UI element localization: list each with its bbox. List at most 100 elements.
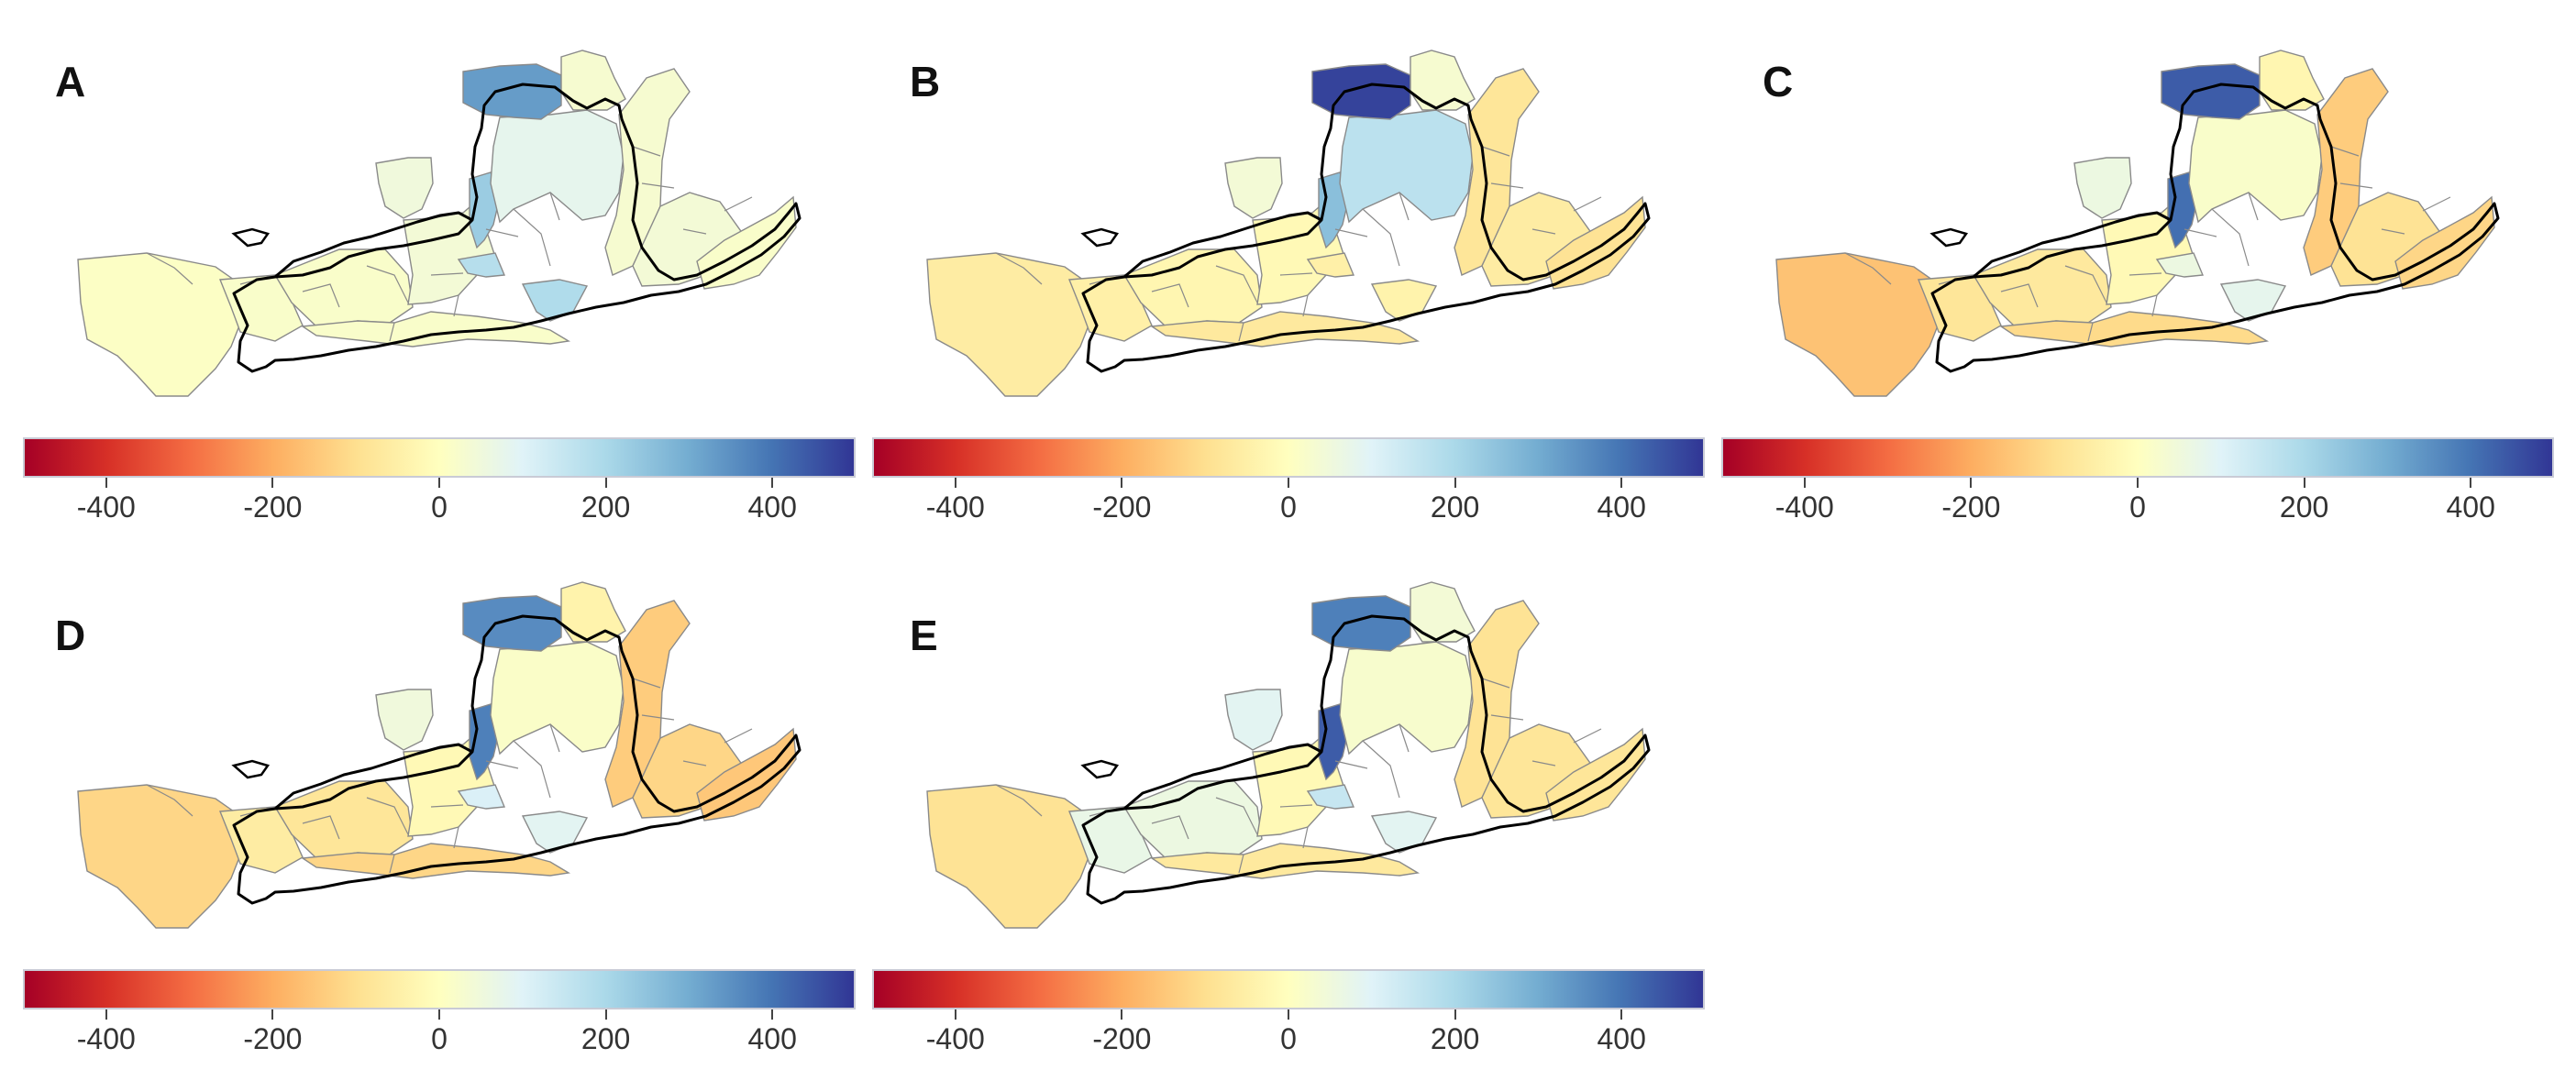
- district-border: [2381, 228, 2405, 235]
- region-ribbon: [1306, 252, 1355, 278]
- colorbar-axis: -400 -200 0 200 400: [872, 478, 1705, 533]
- district-border: [2087, 322, 2094, 342]
- district-border: [632, 678, 661, 689]
- region-westbig: [926, 252, 1093, 397]
- region-nloop: [560, 50, 626, 111]
- region-midwest: [1972, 248, 2112, 327]
- region-ningxia: [2073, 157, 2132, 219]
- district-border: [641, 182, 675, 189]
- colorbar-tick: [604, 478, 607, 488]
- colorbar-tick-label: -200: [1092, 491, 1152, 524]
- colorbar-tick: [105, 478, 107, 488]
- region-ordos: [1339, 109, 1474, 224]
- district-border: [2248, 192, 2259, 221]
- district-border: [513, 208, 551, 267]
- district-border: [1481, 146, 1510, 157]
- colorbar-tick: [2303, 478, 2305, 488]
- district-border: [146, 784, 193, 817]
- colorbar-tick: [2137, 478, 2139, 488]
- district-border: [1238, 854, 1244, 874]
- colorbar-tick-label: -200: [1092, 1022, 1152, 1055]
- district-border: [302, 283, 340, 308]
- colorbar-tick-label: 200: [1430, 1022, 1480, 1055]
- region-northbend: [2161, 63, 2261, 120]
- colorbar: [872, 969, 1705, 1009]
- region-east: [1545, 195, 1646, 290]
- district-border: [549, 192, 560, 221]
- river-line: [274, 743, 473, 811]
- colorbar-tick: [771, 1009, 774, 1020]
- district-border: [641, 714, 675, 721]
- colorbar-tick-label: 400: [747, 491, 797, 524]
- district-border: [146, 252, 193, 285]
- region-ribbon2: [2219, 279, 2287, 322]
- region-northbend: [462, 595, 562, 652]
- district-border: [1490, 714, 1524, 721]
- basin-boundary-loop: [231, 227, 271, 248]
- basin-boundary: [1081, 614, 1651, 905]
- district-border: [366, 265, 409, 303]
- region-westbig: [77, 252, 244, 397]
- choropleth-map: [77, 50, 802, 397]
- colorbar: [23, 969, 856, 1009]
- district-border: [995, 252, 1043, 285]
- colorbar-tick-label: -400: [76, 491, 136, 524]
- district-border: [1279, 804, 1313, 808]
- colorbar-tick-label: -200: [243, 1022, 303, 1055]
- panel-a: A -400 -200 0 200 400: [0, 0, 856, 541]
- region-ordos: [2188, 109, 2323, 224]
- district-border: [682, 228, 707, 235]
- district-border: [1238, 322, 1244, 342]
- region-ribbon: [457, 784, 506, 810]
- district-border: [1334, 228, 1368, 237]
- district-border: [485, 228, 519, 237]
- colorbar-tick-label: -400: [925, 1022, 985, 1055]
- region-southrow: [1149, 843, 1421, 879]
- district-border: [1334, 760, 1368, 769]
- colorbar-tick-label: 400: [747, 1022, 797, 1055]
- colorbar-tick: [604, 1009, 607, 1020]
- region-southrow: [1998, 311, 2270, 347]
- basin-boundary: [1930, 83, 2500, 373]
- river-line: [1123, 211, 1322, 279]
- region-ningxia: [375, 689, 434, 751]
- colorbar-tick-label: 0: [431, 1022, 448, 1055]
- colorbar-tick-label: 200: [1430, 491, 1480, 524]
- colorbar-axis: -400 -200 0 200 400: [23, 478, 856, 533]
- region-ordos: [490, 109, 625, 224]
- colorbar-axis: -400 -200 0 200 400: [1721, 478, 2554, 533]
- basin-boundary-loop: [1929, 227, 1969, 248]
- region-midwest: [273, 780, 414, 859]
- colorbar-tick-label: -400: [1774, 491, 1834, 524]
- district-border: [1531, 228, 1556, 235]
- colorbar-tick: [2470, 478, 2472, 488]
- colorbar-axis: -400 -200 0 200 400: [23, 1009, 856, 1064]
- region-southrow: [300, 311, 571, 347]
- colorbar: [872, 437, 1705, 478]
- region-east: [2394, 195, 2495, 290]
- district-border: [724, 196, 753, 212]
- district-border: [430, 272, 464, 276]
- district-border: [389, 854, 395, 874]
- region-westbig: [926, 784, 1093, 929]
- colorbar-tick: [1121, 1009, 1123, 1020]
- colorbar-tick-label: 0: [1280, 491, 1297, 524]
- district-border: [485, 760, 519, 769]
- region-nloop: [1410, 581, 1476, 643]
- district-border: [513, 740, 551, 799]
- region-southrow: [300, 843, 571, 879]
- district-border: [1215, 797, 1258, 835]
- colorbar-tick-label: -400: [925, 491, 985, 524]
- district-border: [1151, 815, 1189, 840]
- choropleth-map: [1775, 50, 2500, 397]
- region-southrow: [1149, 311, 1421, 347]
- colorbar-tick: [771, 478, 774, 488]
- region-ribbon: [2155, 252, 2205, 278]
- river-line: [1973, 211, 2172, 279]
- region-ribbon2: [521, 279, 589, 322]
- basin-boundary-loop: [231, 759, 271, 779]
- colorbar-tick-label: 0: [431, 491, 448, 524]
- district-border: [2422, 196, 2451, 212]
- colorbar-tick-label: 0: [1280, 1022, 1297, 1055]
- river-line: [1123, 743, 1322, 811]
